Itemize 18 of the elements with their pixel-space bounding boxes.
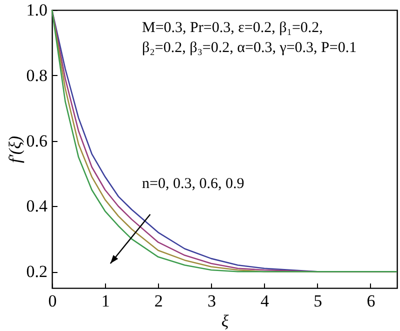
x-axis-title: ξ (221, 312, 230, 330)
y-axis-title: f′(ξ) (5, 136, 24, 164)
x-tick-label: 3 (207, 292, 216, 310)
y-tick-label: 0.2 (26, 262, 48, 282)
y-tick-label: 1.0 (26, 0, 48, 20)
x-tick-label: 0 (48, 292, 57, 310)
y-tick-label: 0.4 (26, 196, 48, 216)
annotation: M=0.3, Pr=0.3, ε=0.2, β₁=0.2, (142, 20, 323, 36)
x-tick-label: 4 (260, 292, 270, 310)
x-tick-label: 5 (314, 292, 322, 310)
x-tick-label: 1 (101, 292, 110, 310)
y-tick-label: 0.8 (26, 66, 48, 85)
x-tick-label: 2 (154, 292, 163, 310)
y-tick-label: 0.6 (26, 131, 48, 150)
line-series (51, 9, 398, 272)
annotation: n=0, 0.3, 0.6, 0.9 (142, 176, 244, 192)
x-tick-label: 6 (366, 292, 376, 310)
annotation: β₂=0.2, β₃=0.2, α=0.3, γ=0.3, P=0.1 (142, 40, 357, 56)
